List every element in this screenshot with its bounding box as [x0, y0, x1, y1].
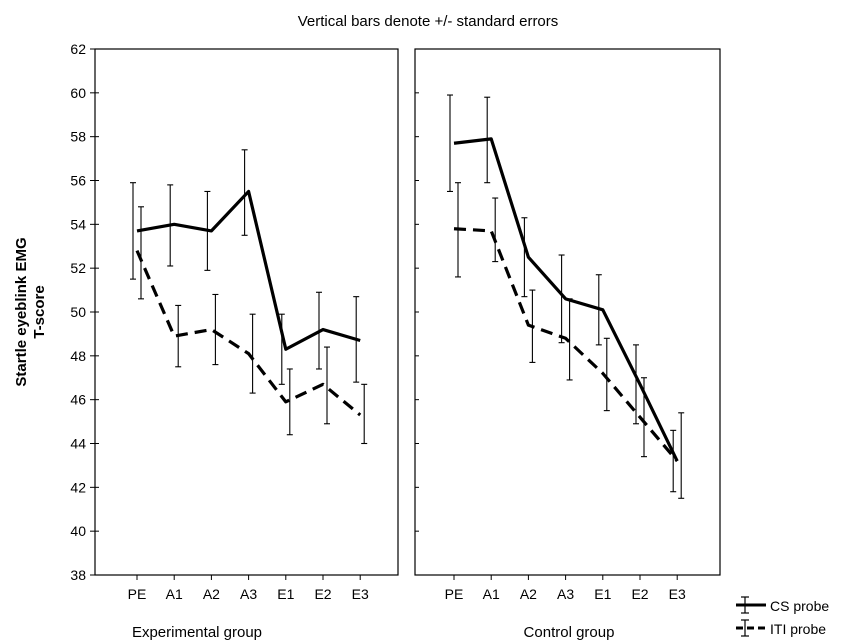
- error-bar: [249, 313, 256, 394]
- y-axis: 38 40 42 44 46 48 50 52 54 56 58 60 62: [70, 41, 95, 583]
- y-tick-label: 38: [70, 567, 86, 583]
- y-tick-label: 42: [70, 479, 86, 495]
- y-tick-label: 58: [70, 129, 86, 145]
- legend-item-cs-probe: CS probe: [736, 596, 829, 614]
- error-bar: [633, 344, 639, 425]
- y-tick-label: 52: [70, 260, 86, 276]
- y-axis-label: Startle eyeblink EMG T-score: [13, 237, 48, 386]
- error-bar: [492, 197, 499, 263]
- error-bar: [204, 190, 211, 271]
- error-bar: [138, 206, 144, 300]
- x-tick-label: E3: [669, 586, 686, 602]
- y-tick-label: 48: [70, 348, 86, 364]
- y-axis-label-line-1: Startle eyeblink EMG: [13, 237, 30, 386]
- legend: CS probe ITI probe: [736, 596, 829, 637]
- error-bar: [641, 377, 647, 458]
- error-bar: [521, 217, 528, 298]
- x-tick-label: E1: [277, 586, 294, 602]
- x-tick-label: E3: [352, 586, 369, 602]
- y-tick-label: 54: [70, 216, 86, 232]
- y-tick-label: 62: [70, 41, 86, 57]
- error-bar: [678, 412, 685, 499]
- x-tick-label: A3: [240, 586, 257, 602]
- x-tick-label: A1: [166, 586, 183, 602]
- chart-title: Vertical bars denote +/- standard errors: [298, 13, 559, 30]
- panel-control-group: PE A1 A2 A3 E1 E2 E3: [414, 48, 721, 602]
- x-tick-label: A1: [483, 586, 500, 602]
- error-bar: [455, 182, 461, 278]
- x-axis-label-experimental: Experimental group: [132, 624, 262, 641]
- error-bar: [353, 296, 360, 383]
- error-bar: [278, 313, 285, 385]
- legend-swatch-cs: [736, 596, 766, 614]
- y-tick-label: 40: [70, 523, 86, 539]
- error-bar: [316, 291, 322, 370]
- error-bar: [566, 298, 573, 381]
- x-tick-label: PE: [128, 586, 147, 602]
- plot-frame: [94, 48, 399, 576]
- legend-label-cs: CS probe: [770, 598, 829, 614]
- error-bar: [130, 182, 136, 280]
- x-tick-label: A3: [557, 586, 574, 602]
- error-bar: [241, 149, 248, 236]
- error-bar: [324, 346, 330, 425]
- x-axis-label-control: Control group: [524, 624, 615, 641]
- error-bar: [167, 184, 174, 267]
- error-bar: [529, 289, 536, 363]
- y-tick-label: 60: [70, 85, 86, 101]
- y-axis-label-line-2: T-score: [31, 285, 48, 338]
- error-bar: [212, 293, 219, 366]
- error-bar: [484, 96, 491, 184]
- error-bar: [447, 94, 453, 193]
- x-tick-label: E2: [631, 586, 648, 602]
- error-bar: [670, 429, 677, 493]
- error-bar: [558, 254, 565, 344]
- series-line-cs-probe: [136, 189, 361, 351]
- y-tick-label: 44: [70, 436, 86, 452]
- y-tick-label: 46: [70, 392, 86, 408]
- x-tick-label: A2: [520, 586, 537, 602]
- x-tick-label: E2: [314, 586, 331, 602]
- error-bar: [361, 383, 368, 445]
- series-line-iti-probe: [135, 249, 362, 417]
- legend-label-iti: ITI probe: [770, 621, 826, 637]
- error-bar: [175, 304, 182, 368]
- series-line-iti-probe: [453, 227, 679, 463]
- legend-item-iti-probe: ITI probe: [736, 619, 826, 637]
- legend-swatch-iti: [736, 619, 766, 637]
- x-tick-label: A2: [203, 586, 220, 602]
- error-bar: [595, 274, 602, 346]
- error-bar: [286, 368, 293, 436]
- plot-frame: [414, 48, 721, 576]
- y-tick-label: 50: [70, 304, 86, 320]
- x-tick-label: PE: [445, 586, 464, 602]
- panel-experimental-group: PE A1 A2 A3 E1 E2 E3: [94, 48, 399, 602]
- x-tick-label: E1: [594, 586, 611, 602]
- error-bar: [603, 337, 610, 412]
- y-tick-label: 56: [70, 173, 86, 189]
- series-line-cs-probe: [453, 137, 679, 462]
